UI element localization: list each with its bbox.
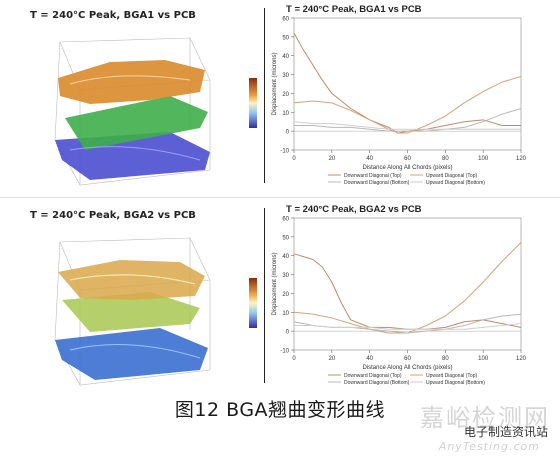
plot-area bbox=[293, 217, 522, 351]
line-chart-svg: T = 240°C Peak, BGA2 vs PCB-100102030405… bbox=[272, 204, 527, 386]
x-tick-label: 80 bbox=[442, 156, 449, 162]
line-chart-bga1: T = 240°C Peak, BGA1 vs PCB -10 0 10 20 30 40 5… bbox=[266, 0, 560, 192]
row-separator bbox=[0, 197, 560, 198]
surface-plot-bga1: T = 240°C Peak, BGA1 vs PCB bbox=[0, 0, 262, 190]
y-tick-label: 50 bbox=[282, 35, 289, 41]
x-tick-label: 0 bbox=[292, 156, 296, 162]
watermark-url: AnyTesting.com bbox=[438, 440, 540, 453]
chart-title: T = 240°C Peak, BGA2 vs PCB bbox=[286, 204, 422, 215]
series-line bbox=[293, 32, 521, 134]
y-tick-label: 0 bbox=[286, 330, 290, 336]
legend-label: Downward Diagonal (Bottom) bbox=[344, 380, 410, 386]
y-axis-label: Displacement (microns) bbox=[272, 252, 278, 315]
x-tick-label: 20 bbox=[328, 356, 335, 362]
color-scale-bar bbox=[249, 278, 257, 328]
pcb-surface bbox=[62, 292, 200, 332]
watermark-brand: 嘉峪检测网 bbox=[420, 404, 550, 432]
series-line bbox=[294, 323, 522, 330]
pcb-surface bbox=[65, 96, 208, 150]
y-tick-label: 10 bbox=[282, 111, 289, 117]
surface-plot-graphic bbox=[54, 237, 211, 386]
panel-divider bbox=[264, 208, 265, 383]
legend-label: Upward Diagonal (Top) bbox=[426, 173, 477, 179]
top-surface bbox=[58, 60, 205, 104]
color-scale-bar bbox=[249, 78, 257, 128]
y-tick-label: 40 bbox=[282, 54, 289, 60]
x-tick-label: 80 bbox=[442, 356, 449, 362]
surface-plot-bga2: T = 240°C Peak, BGA2 vs PCB bbox=[0, 200, 262, 390]
legend-label: Downward Diagonal (Top) bbox=[344, 173, 402, 179]
y-tick-label: 50 bbox=[282, 235, 289, 241]
x-axis-label: Distance Along All Chords (pixels) bbox=[362, 365, 452, 371]
figure-caption: 图12 BGA翘曲变形曲线 bbox=[174, 399, 386, 421]
legend-label: Downward Diagonal (Top) bbox=[344, 373, 402, 379]
panel-divider bbox=[264, 8, 265, 183]
bottom-surface bbox=[55, 328, 208, 380]
x-tick-label: 120 bbox=[516, 356, 527, 362]
surface-plot-title: T = 240°C Peak, BGA1 vs PCB bbox=[30, 10, 196, 21]
x-tick-label: 100 bbox=[478, 356, 489, 362]
surface-plot-graphic bbox=[54, 37, 211, 186]
watermark-account: 电子制造资讯站 bbox=[463, 425, 548, 439]
y-tick-label: 10 bbox=[282, 311, 289, 317]
legend-label: Upward Diagonal (Bottom) bbox=[426, 180, 485, 186]
x-tick-label: 100 bbox=[478, 156, 489, 162]
plot-area bbox=[293, 17, 522, 151]
x-tick-label: 120 bbox=[516, 156, 527, 162]
x-tick-label: 60 bbox=[404, 156, 411, 162]
y-tick-label: 60 bbox=[282, 17, 289, 23]
series-line bbox=[294, 108, 522, 132]
x-tick-label: 40 bbox=[366, 156, 373, 162]
x-tick-label: 0 bbox=[292, 356, 296, 362]
x-tick-label: 60 bbox=[404, 356, 411, 362]
y-tick-label: 30 bbox=[282, 273, 289, 279]
y-tick-label: 0 bbox=[286, 130, 290, 136]
y-tick-label: 60 bbox=[282, 217, 289, 223]
surface-plot-title: T = 240°C Peak, BGA2 vs PCB bbox=[30, 210, 196, 221]
series-line bbox=[293, 253, 522, 330]
legend-label: Upward Diagonal (Bottom) bbox=[426, 380, 485, 386]
x-axis-label: Distance Along All Chords (pixels) bbox=[362, 165, 452, 171]
y-tick-label: -10 bbox=[280, 149, 289, 155]
y-axis-label: Displacement (microns) bbox=[272, 52, 278, 115]
legend-label: Upward Diagonal (Top) bbox=[426, 373, 477, 379]
line-chart-svg: T = 240°C Peak, BGA1 vs PCB-100102030405… bbox=[272, 4, 527, 186]
top-surface bbox=[58, 260, 205, 300]
series-line bbox=[293, 121, 521, 130]
x-tick-label: 40 bbox=[366, 356, 373, 362]
chart-title: T = 240°C Peak, BGA1 vs PCB bbox=[286, 4, 422, 15]
y-tick-label: 20 bbox=[282, 92, 289, 98]
legend-label: Downward Diagonal (Bottom) bbox=[344, 180, 410, 186]
series-line bbox=[293, 75, 522, 134]
y-tick-label: 20 bbox=[282, 292, 289, 298]
x-tick-label: 20 bbox=[328, 156, 335, 162]
y-tick-label: 30 bbox=[282, 73, 289, 79]
y-tick-label: -10 bbox=[280, 349, 289, 355]
y-tick-label: 40 bbox=[282, 254, 289, 260]
line-chart-bga2: T = 240°C Peak, BGA2 vs PCB -10 0 10 20 30 40 5… bbox=[266, 200, 560, 392]
